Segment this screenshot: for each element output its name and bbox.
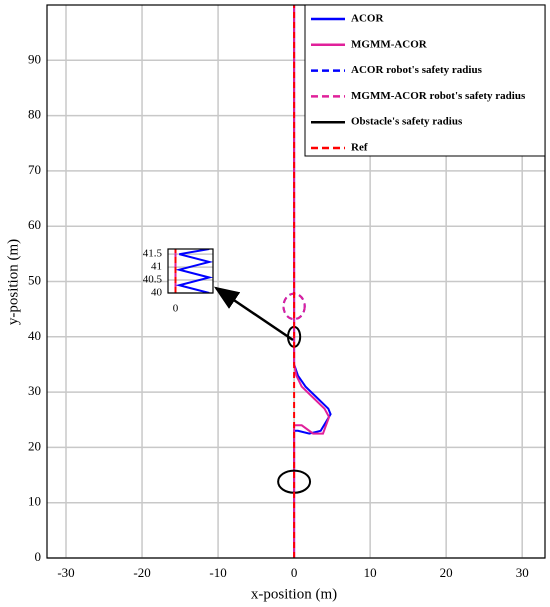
- series-line: [293, 5, 332, 558]
- x-tick-label: -10: [209, 565, 226, 580]
- x-tick-label: -30: [57, 565, 74, 580]
- plot-series: [277, 5, 332, 558]
- y-tick-label: 30: [28, 383, 41, 398]
- y-tick-label: 70: [28, 162, 41, 177]
- plot-frame: [46, 4, 546, 559]
- legend-label: MGMM-ACOR: [351, 38, 428, 50]
- x-tick-label: 0: [173, 303, 179, 315]
- y-tick-label: 90: [28, 51, 41, 66]
- x-tick-label: 20: [440, 565, 453, 580]
- x-tick-label: 30: [516, 565, 529, 580]
- y-tick-label: 80: [28, 107, 41, 122]
- y-tick-label: 60: [28, 217, 41, 232]
- legend-box: [304, 4, 546, 157]
- plot-frame: [167, 248, 214, 294]
- y-tick-label: 40.5: [143, 274, 163, 286]
- y-tick-label: 41.5: [143, 248, 163, 260]
- legend-label: Obstacle's safety radius: [351, 116, 463, 128]
- series-line: [175, 249, 213, 293]
- legend-label: MGMM-ACOR robot's safety radius: [351, 90, 526, 102]
- y-tick-label: 41: [151, 261, 162, 273]
- x-tick-label: 10: [364, 565, 377, 580]
- legend-label: Ref: [351, 142, 368, 154]
- y-tick-label: 40: [151, 287, 163, 299]
- legend-label: ACOR robot's safety radius: [351, 64, 483, 76]
- y-tick-label: 0: [35, 549, 42, 564]
- x-tick-label: -20: [133, 565, 150, 580]
- y-tick-label: 20: [28, 438, 41, 453]
- y-axis-label: y-position (m): [5, 239, 21, 325]
- x-axis-label: x-position (m): [251, 586, 337, 602]
- plot-series: [174, 249, 213, 293]
- y-tick-label: 40: [28, 328, 41, 343]
- series-line: [293, 5, 331, 558]
- annotation-arrow: [213, 286, 294, 342]
- x-tick-label: 0: [291, 565, 298, 580]
- y-tick-label: 10: [28, 494, 41, 509]
- y-tick-label: 50: [28, 272, 41, 287]
- legend-label: ACOR: [351, 13, 384, 25]
